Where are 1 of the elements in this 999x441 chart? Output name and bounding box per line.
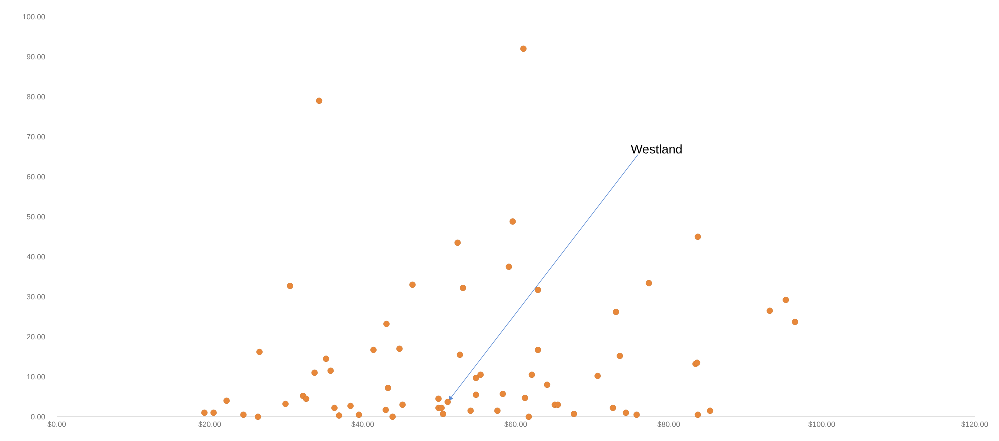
- annotation: Westland: [631, 144, 682, 154]
